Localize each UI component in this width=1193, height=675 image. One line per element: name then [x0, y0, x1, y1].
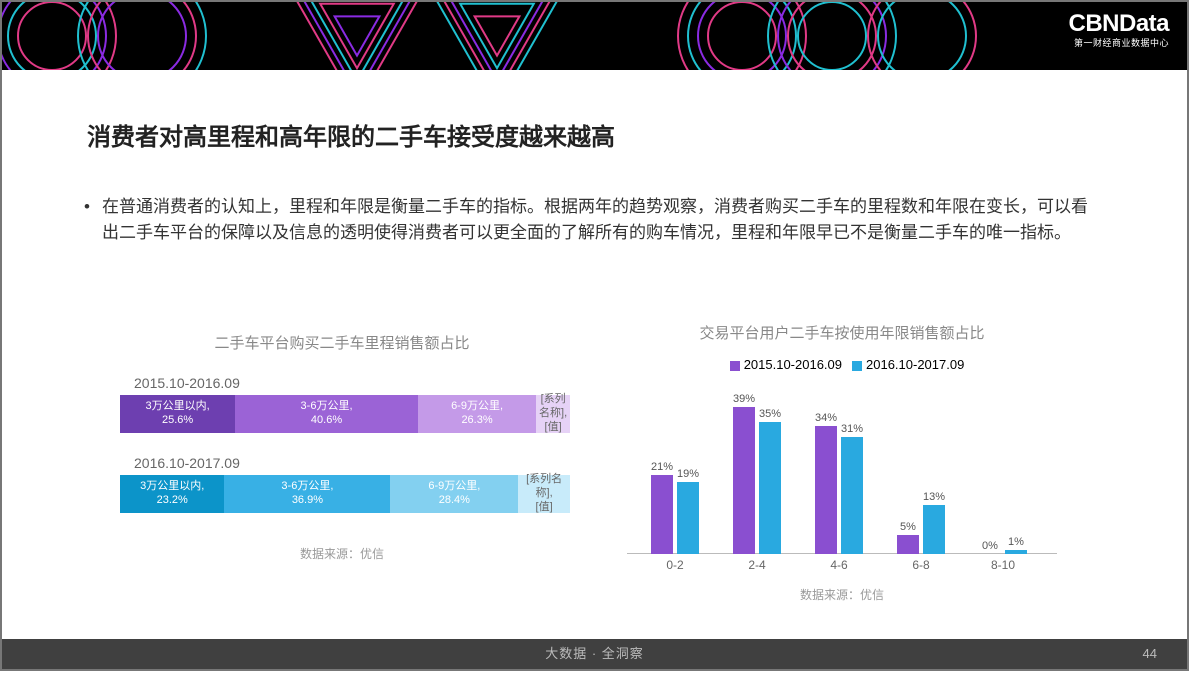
- bar: [841, 437, 863, 554]
- segment-value: 28.4%: [439, 494, 470, 508]
- stack-segment: [系列名称],[值]: [536, 395, 570, 433]
- stack-segment: 3万公里以内,23.2%: [120, 475, 224, 513]
- bar-value-label: 34%: [811, 412, 841, 424]
- right-chart-legend: 2015.10-2016.09 2016.10-2017.09: [612, 357, 1072, 372]
- segment-value: [值]: [536, 501, 553, 515]
- bar-category-label: 8-10: [973, 558, 1033, 572]
- segment-name: 3-6万公里,: [281, 480, 333, 494]
- legend-swatch: [852, 361, 862, 371]
- bar: [1005, 550, 1027, 554]
- segment-name: 6-9万公里,: [428, 480, 480, 494]
- bar: [651, 475, 673, 554]
- legend-label: 2015.10-2016.09: [744, 357, 842, 372]
- segment-name: 3-6万公里,: [301, 400, 353, 414]
- legend-label: 2016.10-2017.09: [866, 357, 964, 372]
- bar-value-label: 1%: [1001, 536, 1031, 548]
- bar-value-label: 5%: [893, 521, 923, 533]
- left-chart-title: 二手车平台购买二手车里程销售额占比: [112, 332, 572, 353]
- segment-value: [值]: [545, 421, 562, 435]
- segment-value: 40.6%: [311, 414, 342, 428]
- segment-name: [系列名称],: [518, 473, 570, 501]
- right-chart-body: 21%19%0-239%35%2-434%31%4-65%13%6-80%1%8…: [627, 384, 1057, 574]
- bar-value-label: 39%: [729, 393, 759, 405]
- segment-value: 36.9%: [292, 494, 323, 508]
- stack-segment: 3万公里以内,25.6%: [120, 395, 235, 433]
- segment-name: 3万公里以内,: [140, 480, 204, 494]
- bar: [759, 422, 781, 554]
- segment-value: 23.2%: [157, 494, 188, 508]
- right-chart: 交易平台用户二手车按使用年限销售额占比 2015.10-2016.09 2016.…: [612, 322, 1072, 603]
- right-chart-source: 数据来源：优信: [612, 586, 1072, 603]
- bar: [815, 426, 837, 554]
- slide: CBNData 第一财经商业数据中心 消费者对高里程和高年限的二手车接受度越来越…: [0, 0, 1189, 671]
- stack-segment: [系列名称],[值]: [518, 475, 570, 513]
- bar: [677, 482, 699, 554]
- left-chart: 二手车平台购买二手车里程销售额占比 2015.10-2016.09 3万公里以内,…: [112, 332, 572, 562]
- segment-name: 6-9万公里,: [451, 400, 503, 414]
- stack-row: 3万公里以内,25.6%3-6万公里,40.6%6-9万公里,26.3%[系列名…: [120, 395, 570, 433]
- stack-row: 3万公里以内,23.2%3-6万公里,36.9%6-9万公里,28.4%[系列名…: [120, 475, 570, 513]
- bar-category-label: 2-4: [727, 558, 787, 572]
- brand-sub: 第一财经商业数据中心: [1068, 36, 1169, 49]
- bar-value-label: 13%: [919, 491, 949, 503]
- bullet-text: 在普通消费者的认知上，里程和年限是衡量二手车的指标。根据两年的趋势观察，消费者购…: [102, 194, 1092, 247]
- banner-decoration: [2, 2, 1187, 70]
- bar: [733, 407, 755, 554]
- stack-group-label: 2016.10-2017.09: [134, 455, 572, 471]
- left-chart-source: 数据来源：优信: [112, 545, 572, 562]
- stack-segment: 6-9万公里,28.4%: [390, 475, 518, 513]
- bar-value-label: 31%: [837, 423, 867, 435]
- left-chart-body: 2015.10-2016.093万公里以内,25.6%3-6万公里,40.6%6…: [112, 375, 572, 513]
- bar-value-label: 35%: [755, 408, 785, 420]
- top-banner: CBNData 第一财经商业数据中心: [2, 2, 1187, 70]
- bar-category-label: 6-8: [891, 558, 951, 572]
- page-number: 44: [1143, 639, 1157, 669]
- brand-logo: CBNData 第一财经商业数据中心: [1068, 10, 1169, 49]
- bar-category-label: 0-2: [645, 558, 705, 572]
- brand-name: CBNData: [1068, 10, 1169, 38]
- slide-title: 消费者对高里程和高年限的二手车接受度越来越高: [87, 117, 615, 152]
- legend-swatch: [730, 361, 740, 371]
- footer: 大数据 · 全洞察 44: [2, 639, 1187, 669]
- segment-value: 25.6%: [162, 414, 193, 428]
- right-chart-title: 交易平台用户二手车按使用年限销售额占比: [612, 322, 1072, 343]
- segment-value: 26.3%: [461, 414, 492, 428]
- footer-text: 大数据 · 全洞察: [2, 639, 1187, 669]
- stack-segment: 3-6万公里,36.9%: [224, 475, 390, 513]
- segment-name: [系列名称],: [536, 393, 570, 421]
- stack-segment: 3-6万公里,40.6%: [235, 395, 418, 433]
- bar-category-label: 4-6: [809, 558, 869, 572]
- stack-group-label: 2015.10-2016.09: [134, 375, 572, 391]
- bar-value-label: 19%: [673, 468, 703, 480]
- stack-group: 2016.10-2017.093万公里以内,23.2%3-6万公里,36.9%6…: [120, 455, 572, 513]
- charts-area: 二手车平台购买二手车里程销售额占比 2015.10-2016.09 3万公里以内,…: [2, 332, 1187, 622]
- stack-group: 2015.10-2016.093万公里以内,25.6%3-6万公里,40.6%6…: [120, 375, 572, 433]
- bar: [923, 505, 945, 554]
- stack-segment: 6-9万公里,26.3%: [418, 395, 536, 433]
- segment-name: 3万公里以内,: [146, 400, 210, 414]
- bar: [897, 535, 919, 554]
